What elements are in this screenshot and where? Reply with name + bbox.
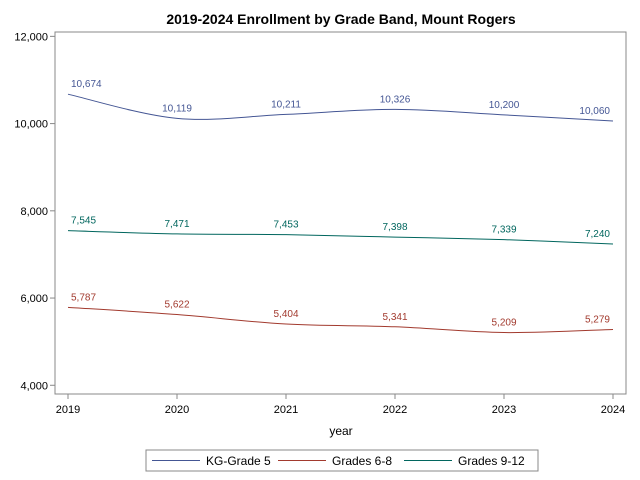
- y-tick-label: 4,000: [20, 380, 48, 392]
- x-tick-label: 2020: [165, 404, 189, 416]
- data-label-grades-9-12: 7,545: [71, 216, 96, 227]
- y-tick-label: 6,000: [20, 293, 48, 305]
- data-label-grades-9-12: 7,339: [491, 225, 516, 236]
- y-tick-label: 10,000: [14, 119, 48, 131]
- x-axis-title: year: [329, 424, 352, 438]
- x-tick-label: 2019: [56, 404, 80, 416]
- series-line-grades-6-8: [67, 306, 614, 334]
- plot-area-frame: [54, 31, 627, 395]
- legend-label-grades-9-12: Grades 9-12: [458, 454, 525, 468]
- series-line-grades-9-12: [67, 230, 614, 245]
- data-label-grades-9-12: 7,240: [585, 229, 610, 240]
- data-label-grades-6-8: 5,787: [71, 292, 96, 303]
- data-label-grades-9-12: 7,453: [273, 220, 298, 231]
- y-axis: 4,000 6,000 8,000 10,000 12,000: [14, 31, 55, 392]
- legend: KG-Grade 5 Grades 6-8 Grades 9-12: [145, 449, 539, 472]
- data-label-kg-grade-5: 10,119: [162, 103, 192, 114]
- data-label-grades-6-8: 5,404: [273, 309, 298, 320]
- series-line-kg-grade-5: [67, 93, 614, 122]
- y-tick-label: 8,000: [20, 206, 48, 218]
- x-tick-label: 2022: [383, 404, 407, 416]
- data-label-grades-9-12: 7,398: [382, 222, 407, 233]
- series-layer: [67, 93, 614, 334]
- x-tick-label: 2023: [492, 404, 516, 416]
- legend-frame: [145, 449, 539, 472]
- data-label-kg-grade-5: 10,674: [71, 79, 102, 90]
- data-label-kg-grade-5: 10,326: [380, 94, 411, 105]
- data-label-grades-6-8: 5,622: [164, 300, 189, 311]
- data-label-kg-grade-5: 10,200: [489, 100, 520, 111]
- x-axis: 2019 2020 2021 2022 2023 2024: [56, 394, 625, 416]
- x-tick-label: 2021: [274, 404, 298, 416]
- legend-label-kg-grade-5: KG-Grade 5: [206, 454, 271, 468]
- data-labels-layer: 10,674 10,119 10,211 10,326 10,200 10,060 5,78…: [71, 79, 610, 328]
- data-label-grades-6-8: 5,209: [491, 318, 516, 329]
- data-label-kg-grade-5: 10,060: [579, 106, 610, 117]
- data-label-grades-6-8: 5,341: [382, 312, 407, 323]
- data-label-grades-9-12: 7,471: [164, 219, 189, 230]
- data-label-kg-grade-5: 10,211: [271, 99, 301, 110]
- data-label-grades-6-8: 5,279: [585, 314, 610, 325]
- x-tick-label: 2024: [601, 404, 625, 416]
- chart-title: 2019-2024 Enrollment by Grade Band, Moun…: [166, 11, 516, 27]
- y-tick-label: 12,000: [14, 31, 48, 43]
- legend-label-grades-6-8: Grades 6-8: [332, 454, 392, 468]
